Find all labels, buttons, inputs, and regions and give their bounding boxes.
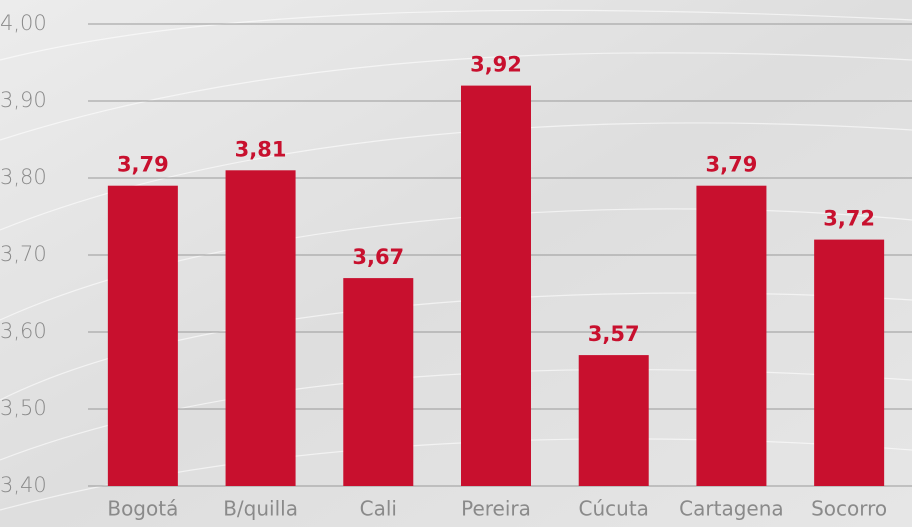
data-label: 3,79	[706, 153, 758, 177]
x-tick-label: B/quilla	[223, 497, 298, 521]
x-tick-label: Cúcuta	[579, 497, 649, 521]
x-tick-label: Socorro	[811, 497, 887, 521]
bar	[814, 239, 885, 486]
y-tick-label: 3,70	[0, 242, 47, 266]
bar	[578, 355, 649, 486]
bar	[696, 185, 767, 486]
x-tick-label: Cartagena	[679, 497, 783, 521]
data-label: 3,57	[588, 322, 640, 346]
bar	[343, 278, 414, 486]
data-label: 3,92	[470, 53, 522, 77]
data-label: 3,67	[352, 245, 404, 269]
y-tick-label: 3,80	[0, 165, 47, 189]
x-tick-label: Bogotá	[107, 497, 178, 521]
data-label: 3,72	[823, 207, 875, 231]
y-tick-label: 3,60	[0, 319, 47, 343]
y-tick-label: 4,00	[0, 11, 47, 35]
bar	[225, 170, 296, 487]
bar	[107, 185, 178, 486]
y-tick-label: 3,50	[0, 396, 47, 420]
y-tick-label: 3,40	[0, 473, 47, 497]
data-label: 3,79	[117, 153, 169, 177]
x-tick-label: Cali	[360, 497, 397, 521]
x-tick-label: Pereira	[461, 497, 531, 521]
y-tick-label: 3,90	[0, 88, 47, 112]
bar	[461, 85, 531, 486]
data-label: 3,81	[235, 137, 287, 161]
